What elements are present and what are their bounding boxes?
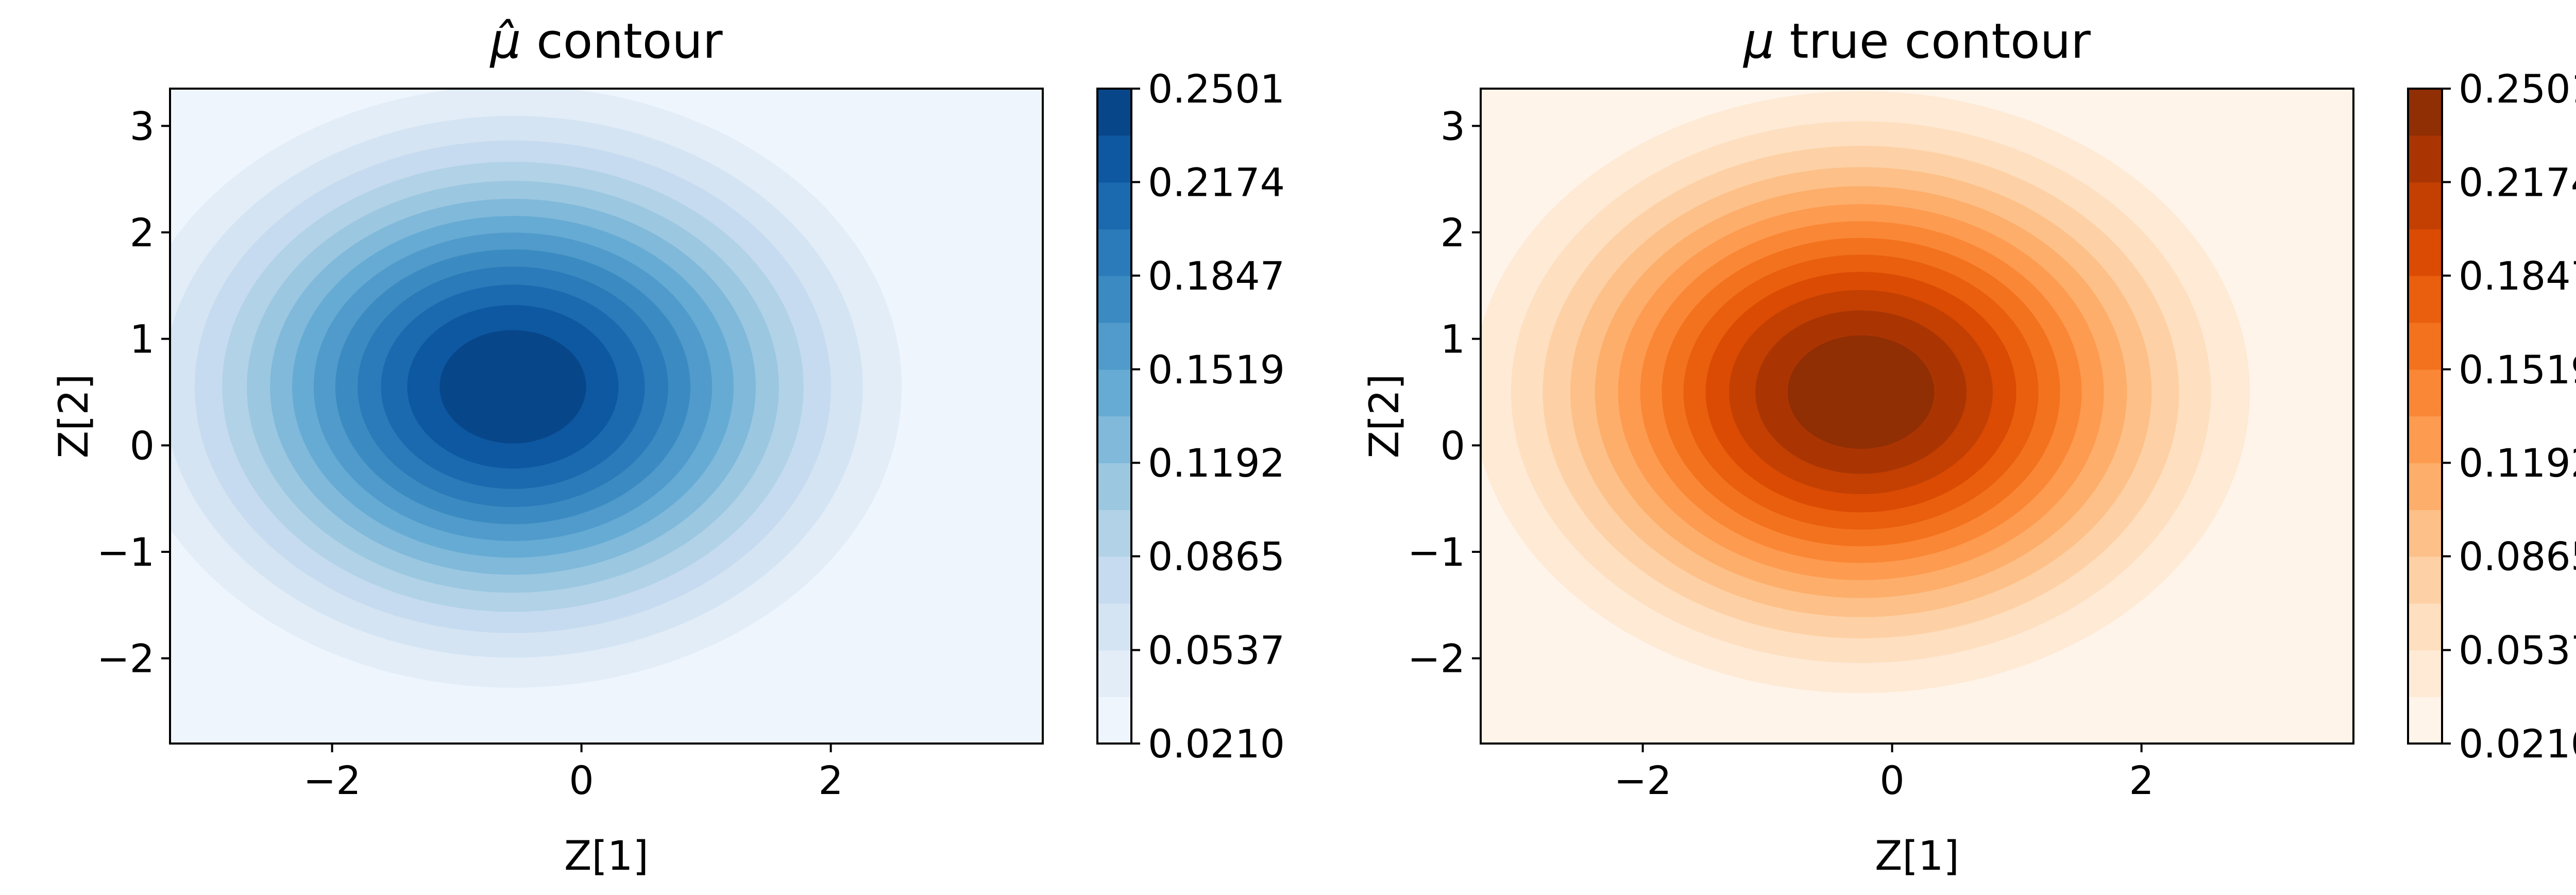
colorbar-segment bbox=[1097, 697, 1131, 744]
colorbar-segment bbox=[2408, 229, 2442, 276]
y-tick-label: 3 bbox=[1440, 103, 1465, 149]
colorbar: 0.0210 0.0537 0.0865 0.1192 0.1519 0.1847 0.21… bbox=[1096, 66, 1285, 767]
colorbar-segment bbox=[2408, 510, 2442, 557]
x-tick-label: 2 bbox=[818, 757, 843, 803]
contour-panel-2: −2 0 2 −2 −1 0 1 2 3 Z[1] Z[2] μ true contour 0.021 0… bbox=[1362, 13, 2576, 880]
colorbar-tick-label: 0.0537 bbox=[2459, 628, 2576, 673]
axes-frame bbox=[1480, 88, 2354, 745]
colorbar-segment bbox=[2408, 603, 2442, 651]
colorbar-tick-label: 0.0210 bbox=[2459, 721, 2576, 767]
colorbar-segment bbox=[2408, 650, 2442, 697]
colorbar-segment bbox=[2408, 697, 2442, 744]
colorbar-segment bbox=[1097, 182, 1131, 230]
colorbar-tick-label: 0.1847 bbox=[1148, 253, 1285, 299]
axes-frame bbox=[169, 88, 1044, 745]
colorbar-segment bbox=[1097, 556, 1131, 604]
y-tick-label: 0 bbox=[1440, 423, 1465, 468]
colorbar-segment bbox=[1097, 603, 1131, 651]
title-symbol: μ bbox=[1742, 13, 1774, 70]
y-tick-label: 2 bbox=[130, 210, 155, 256]
colorbar-tick-label: 0.0865 bbox=[1148, 534, 1285, 580]
colorbar-segment bbox=[2408, 182, 2442, 230]
y-tick-label: −2 bbox=[97, 636, 155, 682]
y-tick-label: 1 bbox=[130, 316, 155, 362]
y-tick-label: 2 bbox=[1440, 210, 1465, 256]
y-tick-label: 1 bbox=[1440, 316, 1465, 362]
colorbar-segment bbox=[1097, 463, 1131, 510]
colorbar-tick-label: 0.1847 bbox=[2459, 253, 2576, 299]
colorbar-segment bbox=[1097, 89, 1131, 136]
colorbar-tick-label: 0.2501 bbox=[1148, 66, 1285, 112]
colorbar-tick-label: 0.1192 bbox=[2459, 440, 2576, 486]
title-text: contour bbox=[521, 13, 723, 70]
y-tick-label: 0 bbox=[130, 423, 155, 468]
colorbar-segment bbox=[2408, 322, 2442, 370]
colorbar-segment bbox=[1097, 416, 1131, 464]
colorbar-tick-label: 0.0537 bbox=[1148, 628, 1285, 673]
colorbar-segment bbox=[2408, 463, 2442, 510]
colorbar-tick-label: 0.2501 bbox=[2459, 66, 2576, 112]
y-axis-label: Z[2] bbox=[51, 374, 97, 459]
chart-title: μ true contour bbox=[1742, 13, 2091, 70]
colorbar-tick-label: 0.2174 bbox=[1148, 159, 1285, 205]
colorbar-frame bbox=[2407, 88, 2443, 745]
colorbar-segment bbox=[2408, 275, 2442, 323]
colorbar-segment bbox=[2408, 135, 2442, 183]
colorbar-segment bbox=[2408, 416, 2442, 464]
colorbar-tick-label: 0.2174 bbox=[2459, 159, 2576, 205]
y-tick-label: −1 bbox=[1408, 529, 1465, 575]
colorbar-tick-label: 0.1519 bbox=[1148, 347, 1285, 393]
colorbar-segment bbox=[1097, 322, 1131, 370]
contour-fills bbox=[1481, 89, 2353, 744]
colorbar: 0.0210 0.0537 0.0865 0.1192 0.1519 0.1847 0.21… bbox=[2407, 66, 2576, 767]
x-tick-label: 2 bbox=[2129, 757, 2154, 803]
colorbar-tick-label: 0.0865 bbox=[2459, 534, 2576, 580]
colorbar-segment bbox=[1097, 275, 1131, 323]
x-tick-label: 0 bbox=[1879, 757, 1904, 803]
y-tick-label: −1 bbox=[97, 529, 155, 575]
x-tick-label: −2 bbox=[303, 757, 361, 803]
contour-panel-1: −2 0 2 −2 −1 0 1 2 3 Z[1] Z[2] μ̂ contour 0.0210 0.05… bbox=[51, 13, 1285, 880]
colorbar-segment bbox=[1097, 650, 1131, 697]
contour-fills bbox=[170, 89, 1043, 744]
colorbar-segment bbox=[1097, 135, 1131, 183]
colorbar-segment bbox=[2408, 369, 2442, 417]
x-axis-label: Z[1] bbox=[1875, 833, 1959, 880]
colorbar-segment bbox=[1097, 510, 1131, 557]
y-tick-label: 3 bbox=[130, 103, 155, 149]
colorbar-segment bbox=[1097, 229, 1131, 276]
contour-band-13 bbox=[1787, 335, 1935, 449]
colorbar-segment bbox=[2408, 556, 2442, 604]
y-tick-label: −2 bbox=[1408, 636, 1465, 682]
title-text: true contour bbox=[1774, 13, 2091, 70]
x-axis-label: Z[1] bbox=[564, 833, 649, 880]
y-axis-label: Z[2] bbox=[1362, 374, 1408, 459]
title-symbol: μ̂ bbox=[489, 13, 521, 70]
colorbar-tick-label: 0.0210 bbox=[1148, 721, 1285, 767]
x-tick-label: 0 bbox=[569, 757, 594, 803]
contour-band-13 bbox=[439, 330, 586, 444]
chart-title: μ̂ contour bbox=[489, 13, 722, 70]
colorbar-tick-label: 0.1192 bbox=[1148, 440, 1285, 486]
colorbar-segment bbox=[2408, 89, 2442, 136]
x-tick-label: −2 bbox=[1614, 757, 1672, 803]
colorbar-frame bbox=[1096, 88, 1132, 745]
colorbar-tick-label: 0.1519 bbox=[2459, 347, 2576, 393]
colorbar-segment bbox=[1097, 369, 1131, 417]
